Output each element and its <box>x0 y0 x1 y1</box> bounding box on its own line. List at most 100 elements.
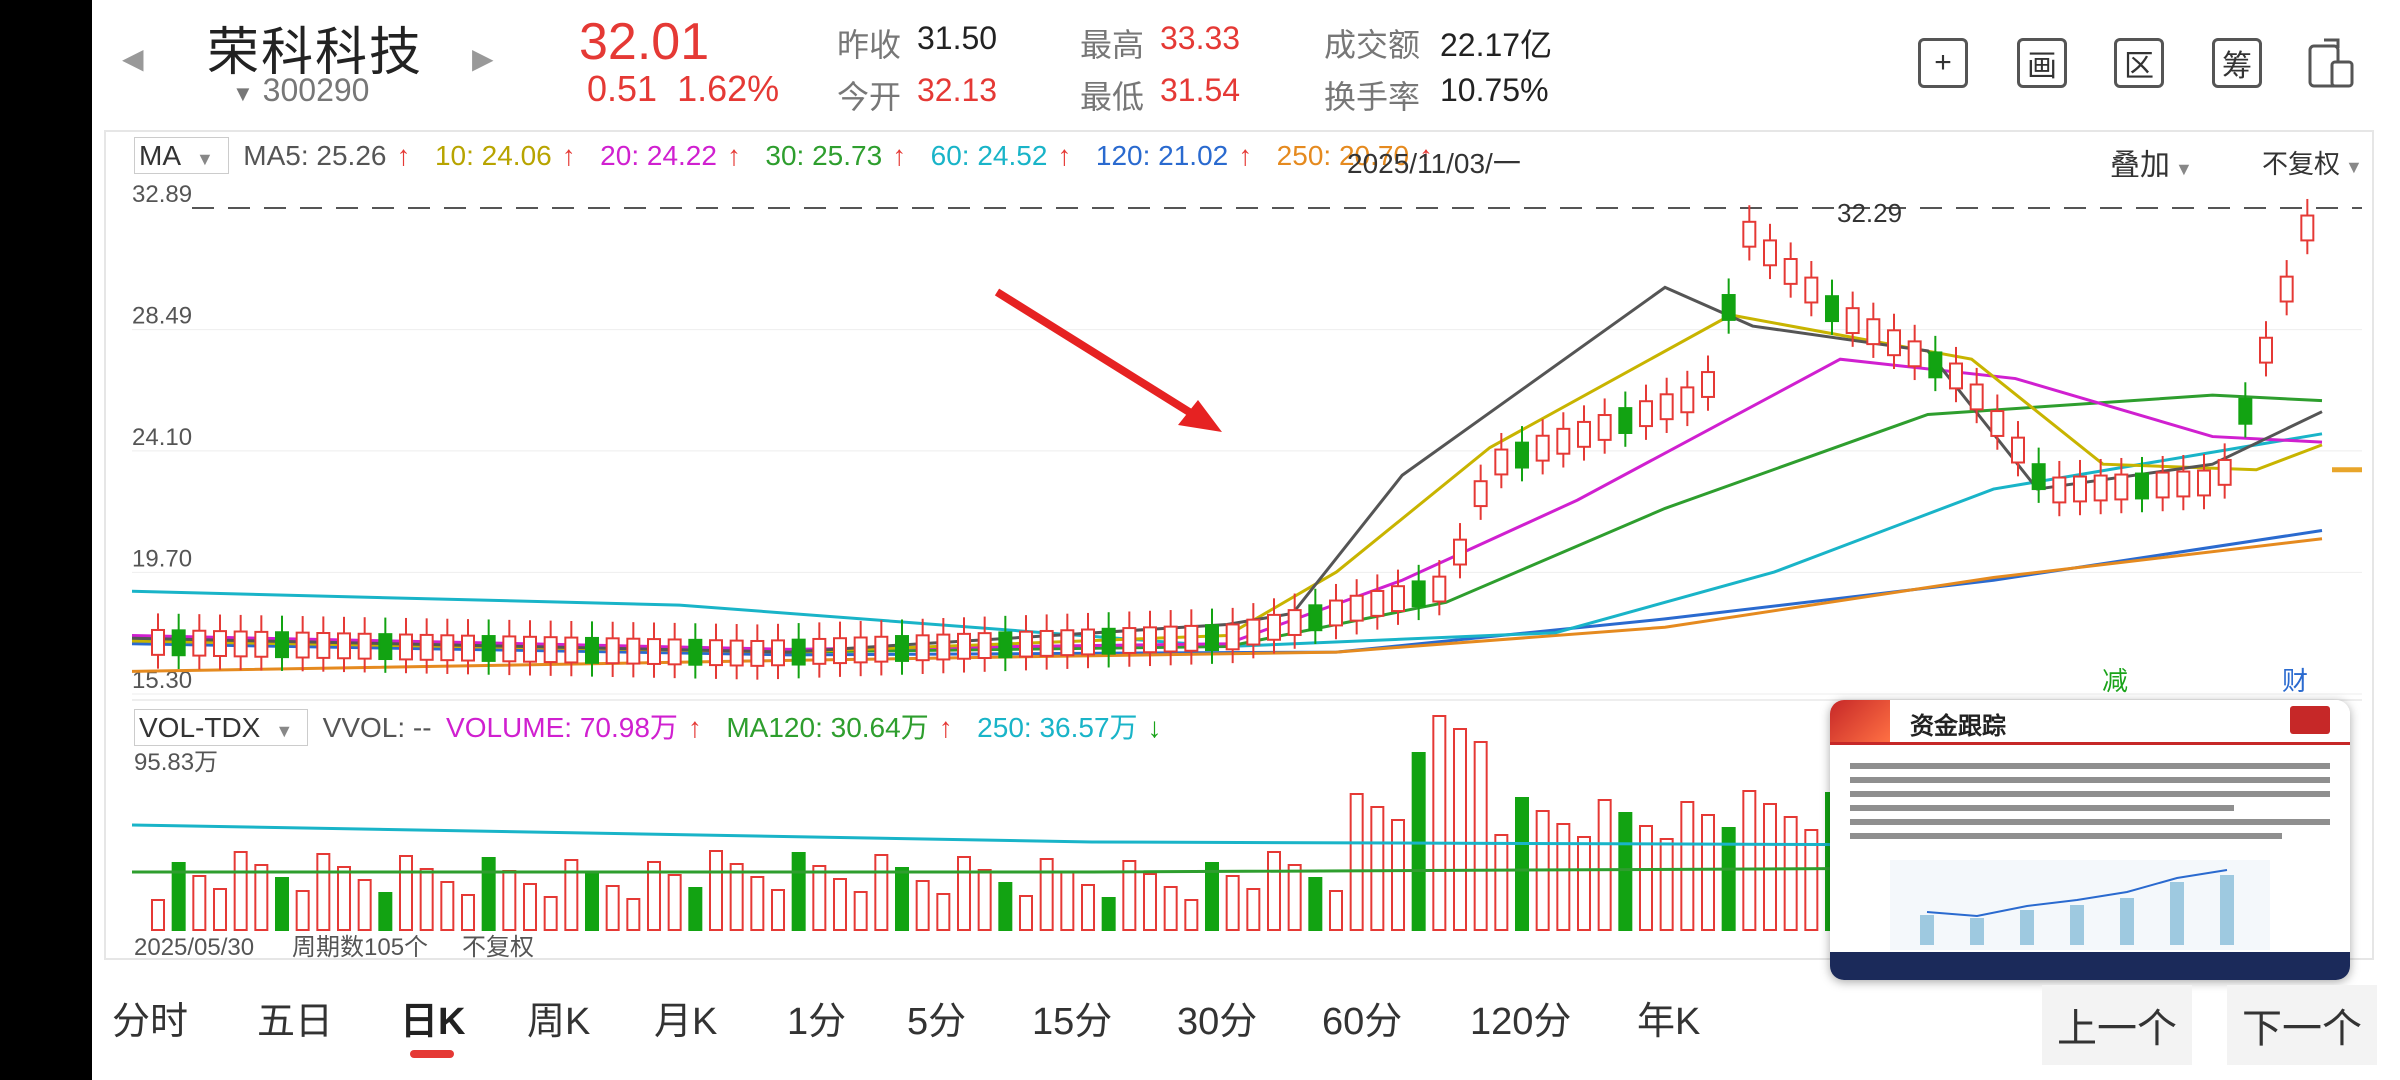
volume-bar[interactable] <box>461 894 475 931</box>
volume-bar[interactable] <box>1225 875 1240 931</box>
volume-bar[interactable] <box>957 856 971 931</box>
candle-body[interactable] <box>1473 480 1488 508</box>
candle-body[interactable] <box>481 635 496 662</box>
candle-body[interactable] <box>378 633 393 661</box>
volume-bar[interactable] <box>771 889 785 931</box>
volume-bar[interactable] <box>1783 816 1798 931</box>
candle-body[interactable] <box>626 637 641 665</box>
candle-body[interactable] <box>853 636 868 664</box>
volume-bar[interactable] <box>688 887 703 931</box>
candle-body[interactable] <box>2135 472 2149 500</box>
volume-bar[interactable] <box>316 853 331 931</box>
candle-body[interactable] <box>2176 470 2191 498</box>
candle-body[interactable] <box>1432 575 1447 603</box>
candle-body[interactable] <box>1949 362 1963 390</box>
candle-body[interactable] <box>957 632 971 660</box>
candle-body[interactable] <box>1556 427 1571 455</box>
tab-120min[interactable]: 120分 <box>1470 1001 1572 1043</box>
volume-bar[interactable] <box>1143 873 1157 931</box>
candle-body[interactable] <box>1225 623 1240 651</box>
volume-bar[interactable] <box>1019 895 1033 931</box>
tab-yearly-k[interactable]: 年K <box>1637 1001 1701 1043</box>
candle-body[interactable] <box>1907 340 1922 368</box>
candle-body[interactable] <box>419 633 434 661</box>
candle-body[interactable] <box>1721 294 1736 321</box>
volume-bar[interactable] <box>1163 886 1178 931</box>
volume-bar[interactable] <box>1287 864 1302 931</box>
tab-intraday[interactable]: 分时 <box>112 1001 189 1043</box>
volume-bar[interactable] <box>1205 862 1219 931</box>
volume-bar[interactable] <box>171 862 186 931</box>
volume-bar[interactable] <box>812 865 827 931</box>
volume-bar[interactable] <box>647 861 661 931</box>
candle-body[interactable] <box>564 636 579 664</box>
volume-bar[interactable] <box>440 881 455 931</box>
volume-bar[interactable] <box>626 898 641 931</box>
volume-bar[interactable] <box>1680 801 1695 931</box>
candle-body[interactable] <box>647 638 661 665</box>
candle-body[interactable] <box>1535 434 1550 462</box>
candle-body[interactable] <box>667 638 682 666</box>
candle-body[interactable] <box>1659 393 1674 421</box>
volume-bar[interactable] <box>1618 812 1633 931</box>
volume-bar[interactable] <box>1763 803 1777 931</box>
volume-bar[interactable] <box>874 854 889 931</box>
candle-body[interactable] <box>2073 475 2087 503</box>
candle-body[interactable] <box>1742 220 1757 248</box>
volume-bar[interactable] <box>1391 819 1405 931</box>
volume-bar[interactable] <box>1432 715 1447 931</box>
candle-body[interactable] <box>1287 609 1302 636</box>
candle-body[interactable] <box>1039 629 1054 657</box>
candle-body[interactable] <box>605 637 620 665</box>
candle-body[interactable] <box>1783 258 1798 285</box>
volume-bar[interactable] <box>1370 806 1385 931</box>
volume-bar[interactable] <box>1494 834 1509 931</box>
volume-bar[interactable] <box>915 880 930 931</box>
candle-body[interactable] <box>729 639 744 667</box>
candle-body[interactable] <box>1019 630 1033 658</box>
candle-body[interactable] <box>1804 276 1819 304</box>
ma-indicator-select[interactable]: MA ▼ <box>134 137 229 174</box>
candle-body[interactable] <box>709 639 723 667</box>
candle-body[interactable] <box>233 630 248 658</box>
volume-bar[interactable] <box>1039 858 1054 931</box>
candle-body[interactable] <box>1163 625 1178 653</box>
adjust-dropdown[interactable]: 不复权 ▼ <box>2262 149 2363 179</box>
candle-body[interactable] <box>151 628 165 656</box>
tab-monthly-k[interactable]: 月K <box>654 1001 718 1043</box>
volume-bar[interactable] <box>998 882 1013 931</box>
candle-body[interactable] <box>895 635 909 662</box>
volume-bar[interactable] <box>295 890 310 931</box>
overlay-dropdown[interactable]: 叠加 ▼ <box>2110 149 2193 182</box>
candle-body[interactable] <box>2217 458 2232 486</box>
tab-1min[interactable]: 1分 <box>787 1001 847 1043</box>
candle-body[interactable] <box>998 631 1013 659</box>
candle-body[interactable] <box>1515 441 1529 469</box>
candle-body[interactable] <box>2279 275 2294 303</box>
candle-body[interactable] <box>2238 397 2253 425</box>
candle-body[interactable] <box>1205 624 1219 652</box>
candle-body[interactable] <box>2031 463 2046 491</box>
volume-bar[interactable] <box>895 867 909 931</box>
candle-body[interactable] <box>812 637 827 665</box>
volume-bar[interactable] <box>1639 825 1653 931</box>
candle-body[interactable] <box>1184 624 1199 652</box>
candle-body[interactable] <box>440 634 455 662</box>
candle-body[interactable] <box>543 636 558 664</box>
candle-body[interactable] <box>1060 629 1075 657</box>
news-thumbnail[interactable]: 资金跟踪 <box>1830 700 2350 980</box>
volume-bar[interactable] <box>1659 838 1674 931</box>
volume-bar[interactable] <box>750 876 765 931</box>
volume-bar[interactable] <box>1101 897 1116 931</box>
candle-body[interactable] <box>833 637 847 665</box>
candle-body[interactable] <box>1618 407 1633 434</box>
candle-body[interactable] <box>1990 410 2005 437</box>
candle-body[interactable] <box>1866 318 1881 346</box>
volume-bar[interactable] <box>667 874 682 931</box>
candle-body[interactable] <box>2011 436 2025 464</box>
candle-body[interactable] <box>688 638 703 666</box>
tab-30min[interactable]: 30分 <box>1177 1001 1258 1043</box>
volume-bar[interactable] <box>791 852 806 931</box>
candle-body[interactable] <box>1349 594 1364 622</box>
candle-body[interactable] <box>295 631 310 659</box>
